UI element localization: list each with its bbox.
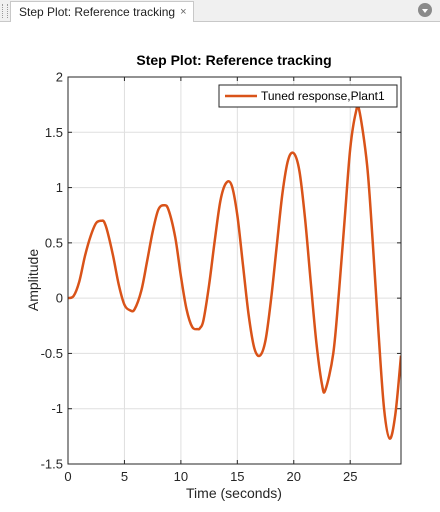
x-tick-label: 10 [174,469,188,484]
y-tick-label: -1.5 [41,457,63,472]
x-tick-label: 5 [121,469,128,484]
x-tick-label: 15 [230,469,244,484]
axes-box [67,76,402,465]
tab-title: Step Plot: Reference tracking [19,5,176,19]
y-tick-label: -0.5 [41,346,63,361]
document-tab-bar: Step Plot: Reference tracking × [0,0,440,22]
legend-box [218,84,398,108]
x-tick-label: 20 [287,469,301,484]
x-tick-label: 0 [64,469,71,484]
tab-step-plot[interactable]: Step Plot: Reference tracking × [10,1,194,22]
x-tick-labels: 0 5 10 15 20 25 [64,469,357,484]
legend[interactable]: Tuned response,Plant1 [218,84,398,108]
y-tick-label: 0.5 [45,235,63,250]
x-tick-label: 25 [343,469,357,484]
y-tick-label: -1 [51,401,63,416]
y-tick-label: 0 [56,291,63,306]
legend-entry-label: Tuned response,Plant1 [261,89,385,103]
series-layer [68,104,401,440]
y-tick-label: 1.5 [45,125,63,140]
x-axis-label: Time (seconds) [186,485,282,501]
chevron-down-circle-icon[interactable] [418,3,432,17]
y-tick-labels: -1.5 -1 -0.5 0 0.5 1 1.5 2 [41,70,63,472]
y-tick-label: 2 [56,70,63,85]
chart-title: Step Plot: Reference tracking [136,52,331,68]
step-plot-chart: Step Plot: Reference tracking 0 5 10 15 20 25… [0,22,440,512]
series-line-tuned-response[interactable] [68,104,401,440]
y-axis-label: Amplitude [25,249,41,311]
tab-grip-handle[interactable] [2,4,8,18]
axes-background[interactable] [68,77,401,464]
close-icon[interactable]: × [180,5,187,18]
y-tick-label: 1 [56,180,63,195]
